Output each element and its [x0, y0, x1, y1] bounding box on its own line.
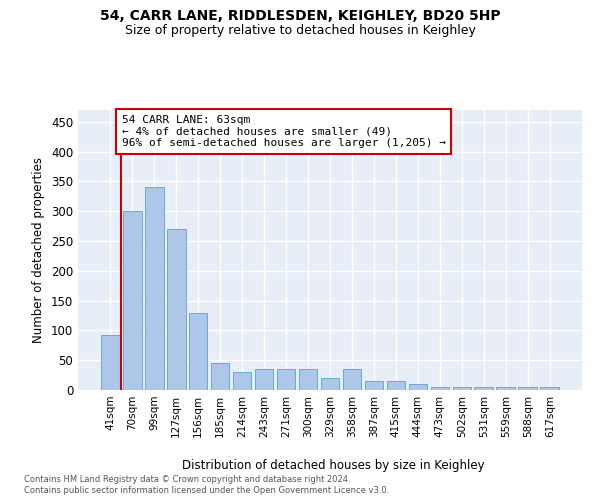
Bar	[541, 387, 559, 390]
Text: Contains HM Land Registry data © Crown copyright and database right 2024.: Contains HM Land Registry data © Crown c…	[24, 475, 350, 484]
Bar	[343, 369, 361, 390]
Text: Distribution of detached houses by size in Keighley: Distribution of detached houses by size …	[182, 460, 484, 472]
Bar	[299, 369, 317, 390]
Bar	[123, 212, 142, 390]
Bar	[409, 384, 427, 390]
Bar	[386, 381, 405, 390]
Bar	[365, 381, 383, 390]
Bar	[431, 387, 449, 390]
Text: Contains public sector information licensed under the Open Government Licence v3: Contains public sector information licen…	[24, 486, 389, 495]
Bar	[475, 387, 493, 390]
Text: 54 CARR LANE: 63sqm
← 4% of detached houses are smaller (49)
96% of semi-detache: 54 CARR LANE: 63sqm ← 4% of detached hou…	[122, 115, 446, 148]
Bar	[496, 387, 515, 390]
Bar	[211, 363, 229, 390]
Bar	[320, 378, 340, 390]
Bar	[145, 188, 164, 390]
Text: 54, CARR LANE, RIDDLESDEN, KEIGHLEY, BD20 5HP: 54, CARR LANE, RIDDLESDEN, KEIGHLEY, BD2…	[100, 9, 500, 23]
Bar	[277, 369, 295, 390]
Bar	[518, 387, 537, 390]
Bar	[233, 372, 251, 390]
Bar	[101, 334, 119, 390]
Bar	[189, 312, 208, 390]
Bar	[255, 369, 274, 390]
Y-axis label: Number of detached properties: Number of detached properties	[32, 157, 46, 343]
Text: Size of property relative to detached houses in Keighley: Size of property relative to detached ho…	[125, 24, 475, 37]
Bar	[452, 387, 471, 390]
Bar	[167, 229, 185, 390]
